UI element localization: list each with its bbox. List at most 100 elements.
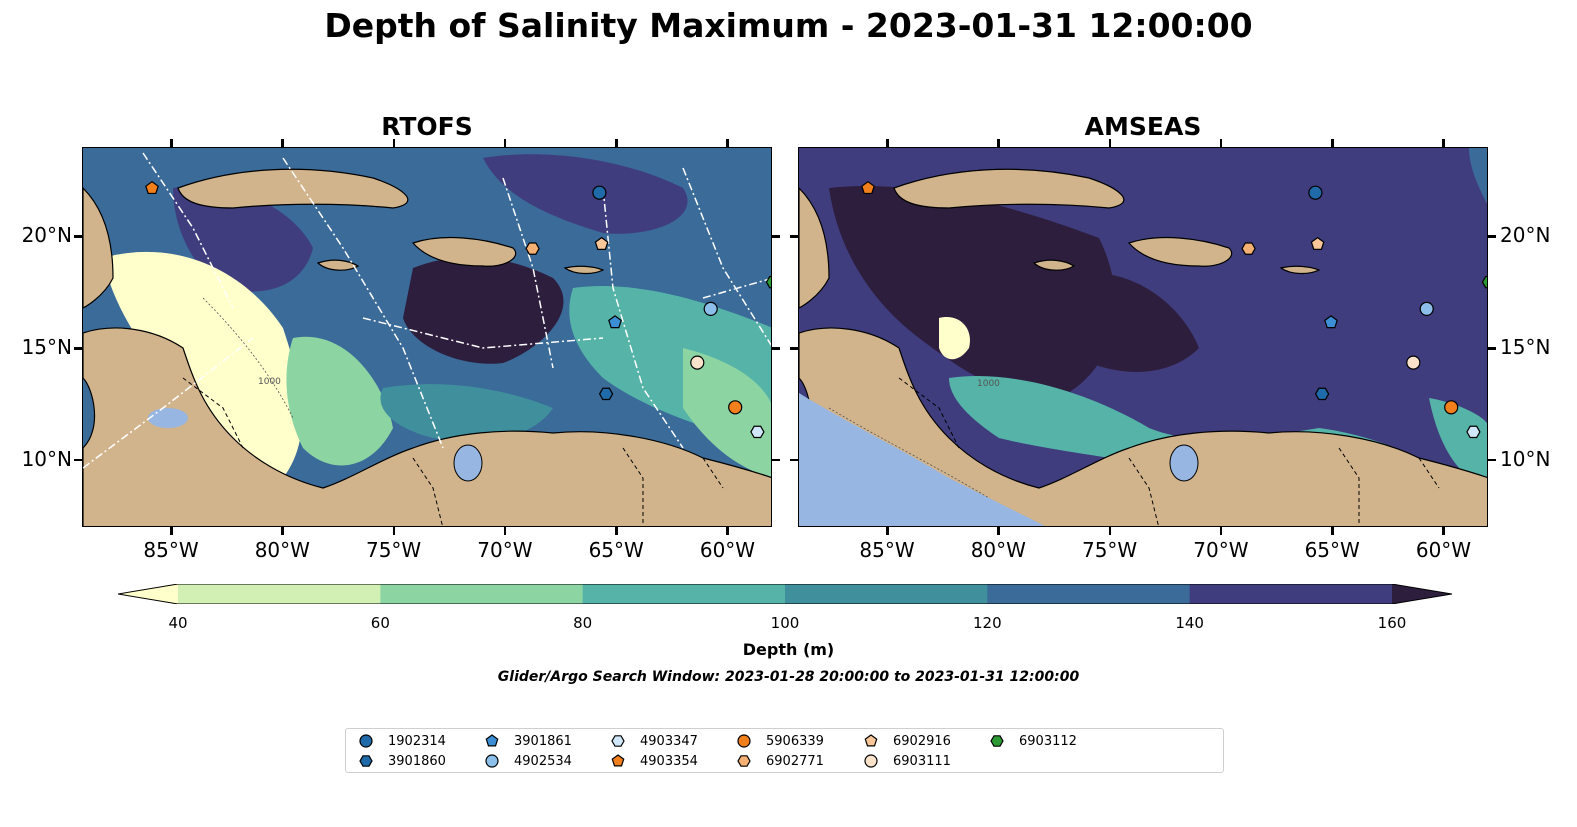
float-legend: 1902314 3901860 3901861 4902534 4903347 49033… (345, 728, 1224, 773)
lon-tick-mark (1219, 527, 1223, 535)
float-marker-1902314[interactable] (1308, 185, 1323, 200)
colorbar-label: Depth (m) (742, 640, 835, 659)
land-central-south-america (83, 327, 771, 526)
float-marker-6903111[interactable] (1406, 355, 1421, 370)
lat-tick-mark (772, 458, 780, 462)
float-marker-3901861[interactable] (1324, 315, 1338, 329)
float-marker-shape (1419, 301, 1434, 316)
lon-tick-mark (886, 139, 889, 147)
land-central-south-america (799, 327, 1487, 526)
map-amseas: 1000 (799, 148, 1489, 526)
float-marker-shape (598, 387, 614, 401)
colorbar-extend-high (1392, 584, 1452, 604)
lon-label: 85°W (143, 538, 199, 562)
deep-region (483, 154, 688, 234)
map-rtofs: 1000 (83, 148, 773, 526)
legend-label: 6902771 (766, 753, 824, 769)
lon-tick-mark (997, 139, 1000, 147)
lon-tick-mark (503, 139, 507, 147)
float-marker-6902771[interactable] (1241, 242, 1256, 255)
legend-item-6902916: 6902916 (863, 732, 951, 750)
float-marker-6902916[interactable] (594, 236, 609, 250)
legend-label: 4902534 (514, 753, 572, 769)
float-marker-6902771[interactable] (525, 242, 540, 255)
lake-maracaibo (453, 444, 483, 482)
lon-tick-mark (170, 527, 173, 535)
hexagon-marker-icon (990, 735, 1004, 747)
float-marker-shape (1466, 425, 1481, 439)
float-marker-shape (765, 275, 771, 289)
float-marker-shape (1310, 236, 1325, 250)
mid-region (683, 348, 771, 478)
colorbar-tick-label: 140 (1175, 614, 1204, 632)
lon-label: 65°W (588, 538, 644, 562)
float-marker-3901860[interactable] (1314, 387, 1330, 401)
lon-tick-mark (1442, 139, 1445, 147)
legend-item-3901860: 3901860 (358, 752, 446, 770)
lon-tick-mark (503, 527, 507, 535)
lat-tick-mark (74, 235, 82, 238)
deep-region (829, 186, 1116, 398)
float-marker-5906339[interactable] (728, 400, 743, 415)
lon-tick-mark (1108, 139, 1112, 147)
lon-tick-mark (886, 527, 889, 535)
float-marker-4903347[interactable] (1466, 425, 1481, 439)
circle-marker-icon (359, 734, 373, 748)
float-marker-3901860[interactable] (598, 387, 614, 401)
shallow-region (286, 336, 393, 466)
lat-label: 10°N (1500, 446, 1551, 471)
land-cuba (893, 168, 1125, 209)
isobath-label: 1000 (977, 379, 1000, 389)
lat-tick-mark (1488, 347, 1496, 350)
country-borders (182, 377, 724, 526)
lon-label: 65°W (1304, 538, 1360, 562)
float-marker-4902534[interactable] (703, 301, 718, 316)
colorbar-segment (178, 584, 381, 604)
legend-label: 3901861 (514, 733, 572, 749)
lat-tick-mark (790, 347, 798, 350)
colorbar-tick-label: 40 (168, 614, 188, 632)
float-marker-1902314[interactable] (592, 185, 607, 200)
lon-label: 75°W (365, 538, 422, 562)
legend-item-6903111: 6903111 (863, 752, 951, 770)
float-marker-4903347[interactable] (750, 425, 765, 439)
float-marker-shape (1308, 185, 1323, 200)
lake-maracaibo (1169, 444, 1199, 482)
legend-item-6903112: 6903112 (989, 732, 1077, 750)
float-markers (145, 180, 773, 439)
lon-tick-mark (726, 527, 729, 535)
lon-tick-mark (615, 527, 618, 535)
float-marker-4902534[interactable] (1419, 301, 1434, 316)
float-marker-4903354[interactable] (145, 180, 159, 195)
float-marker-shape (690, 355, 705, 370)
legend-label: 6903112 (1019, 733, 1077, 749)
lon-tick-mark (281, 527, 284, 535)
panel-title-amseas: AMSEAS (1084, 112, 1202, 141)
panel-title-rtofs: RTOFS (381, 112, 473, 141)
float-marker-shape (1241, 242, 1256, 255)
land-puerto-rico (1279, 265, 1321, 275)
lat-tick-mark (1488, 235, 1496, 238)
float-marker-6903112[interactable] (765, 275, 773, 289)
float-marker-6903111[interactable] (690, 355, 705, 370)
float-marker-6902916[interactable] (1310, 236, 1325, 250)
legend-label: 1902314 (388, 733, 446, 749)
legend-label: 6903111 (893, 753, 951, 769)
float-marker-6903112[interactable] (1481, 275, 1489, 289)
float-marker-5906339[interactable] (1444, 400, 1459, 415)
map-panel-rtofs[interactable]: 1000 (82, 147, 772, 527)
lon-label: 70°W (1193, 538, 1249, 562)
lat-tick-mark (790, 458, 798, 462)
colorbar-tick-label: 100 (770, 614, 800, 632)
deep-region (403, 257, 564, 364)
map-panel-amseas[interactable]: 1000 (798, 147, 1488, 527)
float-marker-4903354[interactable] (861, 180, 875, 195)
lake-nicaragua (148, 408, 188, 428)
float-marker-shape (1314, 387, 1330, 401)
land-yucatan (799, 187, 830, 309)
page-title: Depth of Salinity Maximum - 2023-01-31 1… (324, 6, 1253, 45)
float-marker-3901861[interactable] (608, 315, 622, 329)
legend-item-4903354: 4903354 (610, 752, 698, 770)
float-marker-shape (728, 400, 743, 415)
colorbar-segment (785, 584, 988, 604)
